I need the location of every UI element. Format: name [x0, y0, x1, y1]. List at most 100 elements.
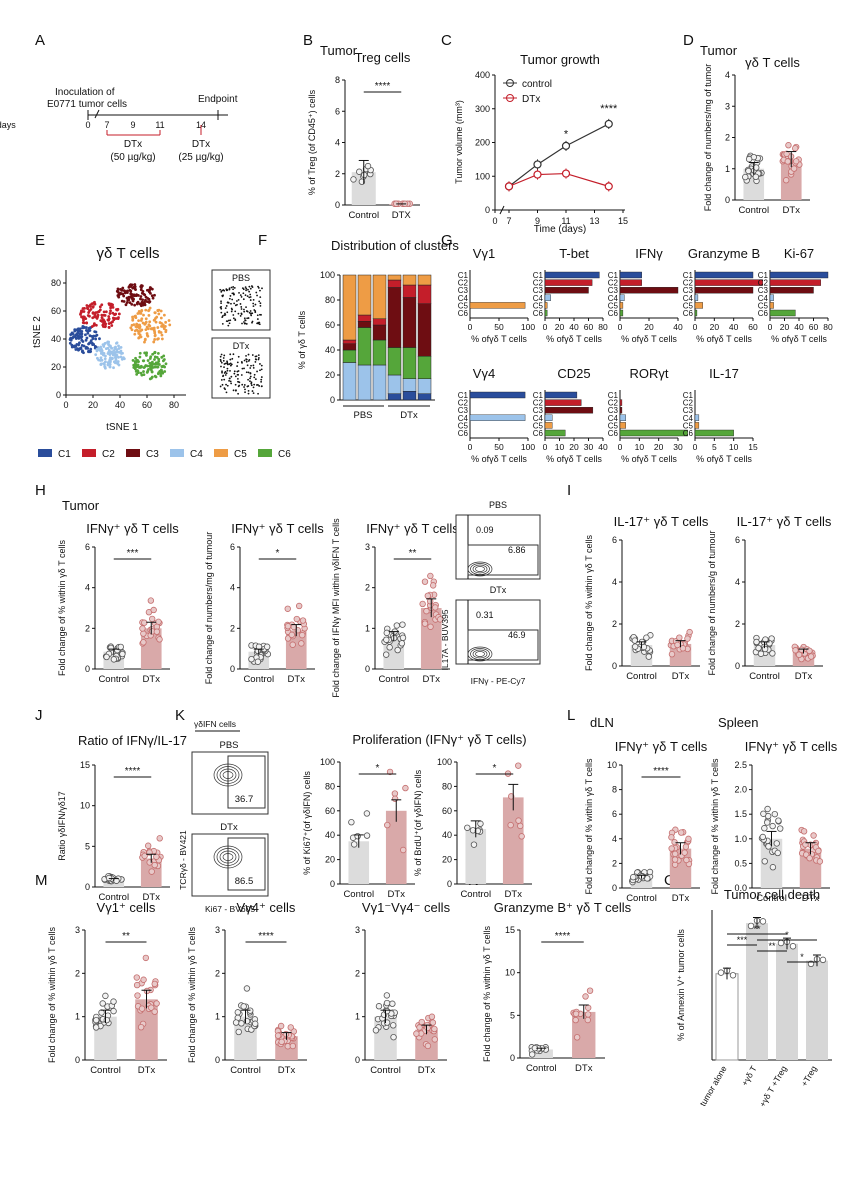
tsne-point	[226, 369, 229, 372]
tsne-point	[133, 283, 137, 286]
data-point	[761, 645, 769, 653]
y-tick-label: 80	[325, 295, 335, 305]
tsne-point	[136, 369, 139, 372]
tsne-point	[139, 295, 143, 298]
tsne-point	[223, 354, 226, 357]
x-tick-label: 40	[794, 322, 804, 332]
bar	[544, 391, 578, 399]
data-point	[153, 628, 161, 635]
x-tick-label: 60	[142, 400, 152, 410]
tsne-point	[249, 367, 252, 369]
data-point	[747, 922, 755, 930]
tsne-point	[94, 323, 98, 327]
y-tick-label: C2	[608, 279, 619, 288]
data-point	[671, 856, 679, 863]
data-point	[348, 819, 355, 826]
tsne-point	[84, 328, 88, 332]
bar	[544, 287, 589, 294]
y-axis-label: % of BrdU⁺(of γδIFN) cells	[413, 769, 423, 876]
chart-title: RORγt	[630, 366, 669, 381]
stacked-bar-segment	[357, 364, 372, 401]
flow-gate	[227, 837, 266, 891]
tsne-point	[246, 317, 249, 320]
stacked-bar-segment	[417, 393, 432, 401]
tsne-point	[247, 371, 250, 374]
tsne-point	[240, 306, 243, 308]
x-tick-label: DTx	[288, 674, 306, 685]
timeline-label: E0771 tumor cells	[47, 99, 127, 110]
y-tick-label: C1	[683, 391, 694, 400]
tsne-point	[70, 343, 74, 347]
tsne-point	[162, 327, 166, 330]
tsne-point	[220, 361, 223, 364]
tsne-point	[144, 317, 148, 321]
tsne-point	[256, 370, 258, 373]
x-tick-label: 11	[561, 216, 570, 226]
tsne-point	[153, 338, 157, 341]
y-tick-label: 0	[510, 1053, 515, 1063]
y-tick-label: C6	[758, 309, 769, 318]
x-tick-label: DTx	[138, 1065, 156, 1076]
stacked-bar-segment	[342, 343, 357, 351]
flow-plot-frame	[455, 514, 541, 580]
y-tick-label: 200	[475, 138, 490, 148]
y-tick-label: C4	[533, 414, 544, 423]
bar	[285, 630, 307, 669]
tsne-point	[112, 360, 116, 364]
data-point	[299, 631, 306, 639]
tsne-point	[87, 326, 91, 330]
y-tick-label: 40	[442, 830, 452, 840]
tsne-point	[225, 391, 228, 394]
tsne-point	[124, 303, 128, 307]
data-point	[384, 821, 391, 829]
y-tick-label: 0	[85, 664, 90, 674]
tsne-point	[149, 327, 153, 331]
tsne-point	[230, 310, 233, 313]
tsne-point	[107, 315, 111, 318]
tsne-point	[109, 309, 112, 313]
flow-plot-label: DTx	[220, 822, 238, 833]
tsne-point	[231, 298, 234, 301]
bar	[694, 302, 703, 309]
legend-swatch	[258, 449, 272, 457]
tsne-point	[157, 337, 160, 340]
data-point	[350, 176, 357, 183]
tsne-point	[243, 359, 246, 362]
tsne-point	[131, 286, 135, 290]
tsne-point	[251, 312, 254, 315]
data-point	[134, 992, 141, 999]
panel-letter-B: B	[303, 32, 313, 49]
data-point	[792, 647, 799, 654]
data-point	[477, 820, 484, 827]
tsne-point	[252, 386, 255, 389]
data-point	[769, 650, 776, 657]
flow-contour	[472, 649, 488, 659]
data-point	[515, 762, 522, 769]
y-tick-label: C4	[458, 294, 469, 303]
tsne-point	[96, 356, 99, 360]
legend-swatch	[38, 449, 52, 457]
tsne-point	[116, 294, 120, 297]
panel-letter-F: F	[258, 232, 267, 249]
tsne-point	[220, 379, 223, 381]
x-axis-label: % ofγδ T cells	[771, 334, 827, 344]
chart-title: IFNγ⁺ γδ T cells	[86, 521, 179, 536]
data-point	[437, 616, 444, 623]
tsne-point	[164, 330, 168, 334]
tsne-subplot-frame	[211, 269, 271, 331]
tsne-point	[239, 315, 242, 317]
bar	[544, 422, 553, 429]
tsne-point	[84, 333, 87, 337]
x-tick-label: DTx	[802, 893, 820, 904]
y-tick-label: C1	[533, 391, 544, 400]
flow-contour	[216, 848, 240, 866]
bar	[715, 973, 739, 1061]
bar	[544, 407, 594, 414]
y-tick-label: C1	[533, 271, 544, 280]
data-point	[424, 1042, 432, 1050]
significance-label: *	[376, 763, 380, 774]
data-point	[785, 142, 792, 149]
data-point	[386, 644, 393, 651]
significance-label: ****	[125, 766, 141, 777]
tsne-point	[68, 338, 72, 342]
